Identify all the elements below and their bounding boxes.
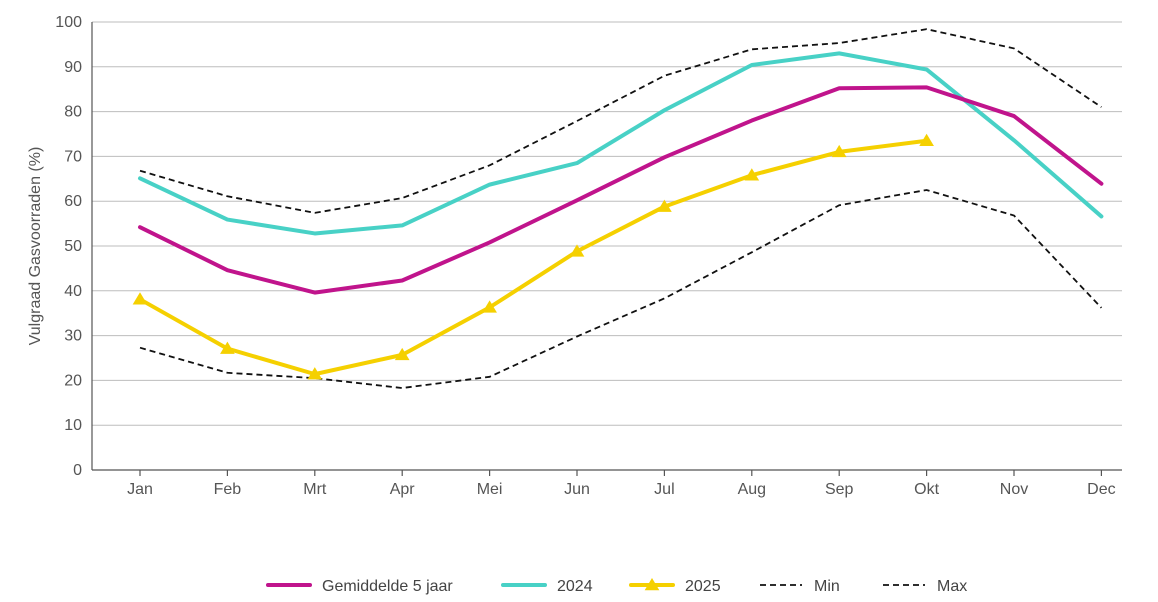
x-tick-label: Feb [214,481,242,498]
y-tick-label: 70 [64,148,82,165]
y-tick-label: 90 [64,59,82,76]
line-max [139,28,1102,214]
y-axis-title: Vulgraad Gasvoorraden (%) [27,147,44,346]
legend: Gemiddelde 5 jaar 2024 2025 Min Max [266,578,967,595]
y-tick-label: 80 [64,104,82,121]
y-tick-label: 20 [64,372,82,389]
legend-item-min: Min [760,578,840,595]
data-point-2025 [394,347,410,361]
x-tick-label: Dec [1087,481,1115,498]
x-tick-label: Aug [738,481,766,498]
y-tick-label: 100 [55,14,82,31]
legend-marker [644,578,660,591]
legend-label: Max [937,578,967,595]
legend-label: 2024 [557,578,593,595]
data-point-2025 [831,144,847,158]
series-max [139,28,1102,214]
data-point-2025 [220,341,235,354]
x-tick-label: Nov [1000,481,1028,498]
data-point-2025 [482,300,497,313]
axes: 0 10 20 30 40 50 60 70 80 90 100 Jan Feb Mrt Apr Mei Jun… [55,14,1122,498]
data-point-2025 [307,367,323,380]
data-point-2025 [132,292,148,305]
line-2024 [138,51,1104,236]
x-tick-label: Sep [825,481,854,498]
x-tick-label: Okt [914,481,939,498]
line-2025 [138,138,929,377]
legend-item-2024: 2024 [501,578,593,595]
data-point-2025 [657,199,672,212]
legend-label: Gemiddelde 5 jaar [322,578,453,595]
legend-item-gemiddelde-5-jaar: Gemiddelde 5 jaar [266,578,453,595]
y-tick-label: 10 [64,417,82,434]
series-min [139,189,1103,389]
y-tick-label: 40 [64,283,82,300]
y-tick-label: 30 [64,328,82,345]
x-tick-label: Mrt [303,481,327,498]
x-tick-label: Jun [564,481,590,498]
series [132,28,1104,389]
series-gemiddelde-5-jaar [138,85,1104,295]
line-gemiddelde-5-jaar [138,85,1104,295]
x-tick-label: Jul [654,481,674,498]
x-tick-label: Apr [390,481,416,498]
x-tick-label: Jan [127,481,153,498]
y-tick-label: 50 [64,238,82,255]
legend-label: 2025 [685,578,721,595]
legend-item-max: Max [883,578,967,595]
y-tick-label: 60 [64,193,82,210]
data-point-2025 [569,244,585,257]
legend-item-2025: 2025 [629,578,721,595]
line-min [139,189,1103,389]
data-point-2025 [919,133,934,146]
series-2025 [132,133,934,380]
legend-label: Min [814,578,840,595]
y-tick-label: 0 [73,462,82,479]
series-2024 [138,51,1104,236]
gridlines [92,21,1122,426]
data-point-2025 [744,168,760,181]
x-tick-label: Mei [477,481,503,498]
